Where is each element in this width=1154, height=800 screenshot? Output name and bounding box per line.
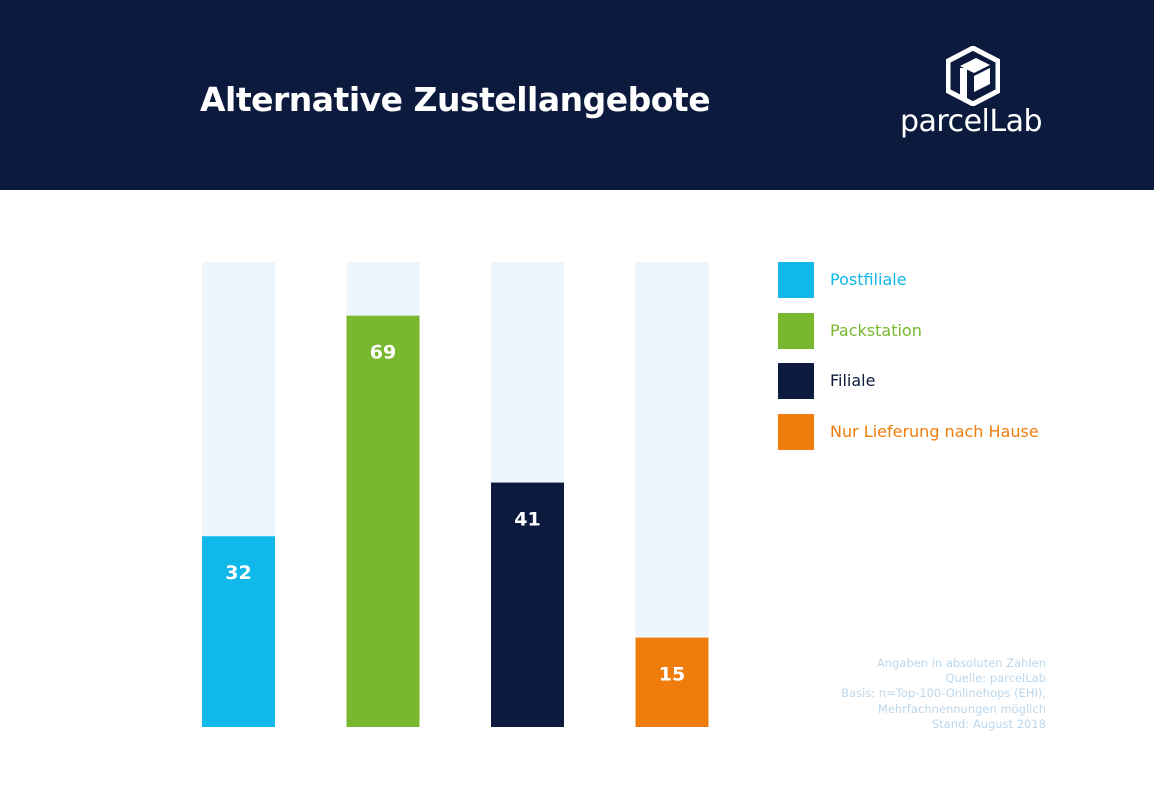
note-line: Angaben in absoluten Zahlen — [876, 656, 1046, 670]
bar-value-label: 15 — [659, 664, 685, 686]
note-line: Stand: August 2018 — [931, 716, 1046, 731]
bar-chart: 32 69 41 15 — [202, 262, 709, 727]
bar-packstation — [346, 315, 420, 727]
bar-filiale — [491, 482, 564, 727]
legend-item: Nur Lieferung nach Hause — [778, 413, 1039, 465]
bar-nur-lieferung-nach-hause — [635, 637, 709, 727]
source-note: Angaben in absoluten Zahlen Quelle: parc… — [841, 656, 1046, 732]
legend-item: Postfiliale — [778, 262, 1039, 313]
legend-label: Packstation — [830, 320, 922, 340]
page-title: Alternative Zustellangebote — [200, 80, 711, 119]
legend-swatch — [778, 413, 814, 450]
legend-swatch — [778, 363, 814, 399]
brand-name: parcelLab — [900, 104, 1043, 139]
legend-item: Filiale — [778, 363, 1039, 414]
note-line: Quelle: parcelLab — [945, 671, 1046, 686]
bar-value-label: 69 — [370, 342, 396, 364]
bar-postfiliale — [202, 536, 275, 727]
parcellab-logo-icon — [946, 46, 1000, 106]
legend-item: Packstation — [778, 312, 1039, 364]
legend-swatch — [778, 262, 814, 298]
bar-value-label: 32 — [225, 562, 251, 584]
chart-legend: Postfiliale Packstation Filiale Nur Lief… — [778, 262, 1039, 464]
legend-label: Postfiliale — [830, 270, 907, 289]
legend-swatch — [778, 312, 814, 349]
brand-logo: parcelLab — [898, 46, 1048, 146]
note-line: Mehrfachnennungen möglich — [877, 701, 1046, 716]
legend-label: Nur Lieferung nach Hause — [830, 421, 1039, 441]
bar-value-label: 41 — [514, 509, 540, 531]
legend-label: Filiale — [830, 371, 876, 390]
note-line: Basis: n=Top-100-Onlinehops (EHI), — [841, 686, 1046, 701]
header-banner: Alternative Zustellangebote parcelLab — [0, 0, 1154, 190]
